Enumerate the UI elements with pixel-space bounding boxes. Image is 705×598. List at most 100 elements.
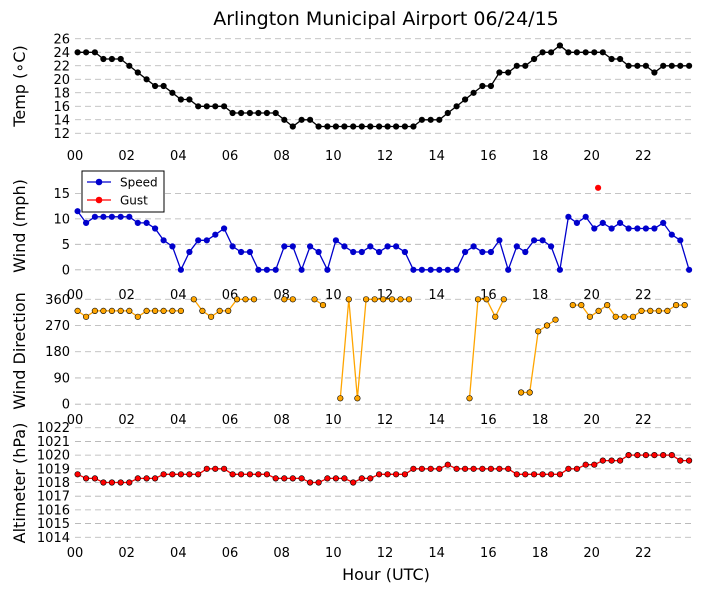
y-tick-label: 18 <box>53 86 70 101</box>
altimeter-point <box>479 465 486 472</box>
direction-point <box>354 395 361 402</box>
direction-point <box>500 296 507 303</box>
speed-point <box>660 219 667 226</box>
temp-point <box>212 103 219 110</box>
temp-point <box>384 123 391 130</box>
x-tick-label: 20 <box>583 149 600 164</box>
speed-point <box>608 225 615 232</box>
speed-line <box>77 210 690 273</box>
x-tick-label: 14 <box>428 149 445 164</box>
altimeter-point <box>281 475 288 482</box>
speed-point <box>651 225 658 232</box>
altimeter-point <box>186 471 193 478</box>
speed-point <box>272 266 279 273</box>
y-tick-label: 1022 <box>37 421 70 436</box>
temp-point <box>108 55 115 63</box>
temp-point <box>616 55 624 63</box>
temp-point <box>401 123 409 130</box>
direction-line <box>468 298 505 399</box>
speed-point <box>238 248 245 256</box>
x-tick-label: 12 <box>377 413 394 428</box>
direction-point <box>397 296 404 303</box>
direction-point <box>345 296 352 303</box>
y-tick-label: 1021 <box>37 435 70 450</box>
altimeter-point <box>462 465 469 472</box>
legend-entry: Speed <box>120 176 158 190</box>
altimeter-point <box>470 465 477 472</box>
altimeter-point <box>91 475 98 482</box>
direction-point <box>74 307 81 315</box>
speed-point <box>522 248 529 256</box>
temp-point <box>134 69 141 76</box>
direction-point <box>405 296 413 303</box>
temp-point <box>143 76 150 83</box>
direction-point <box>466 395 473 402</box>
x-tick-label: 02 <box>118 413 135 428</box>
temp-point <box>470 89 477 96</box>
direction-point <box>250 296 258 303</box>
y-tick-label: 360 <box>45 293 70 308</box>
altimeter-point <box>384 471 391 478</box>
speed-point <box>393 243 400 250</box>
altimeter-point <box>582 461 589 468</box>
temp-point <box>307 116 314 123</box>
y-tick-label: 26 <box>53 32 70 47</box>
altimeter-point <box>651 452 658 459</box>
temp-point <box>608 55 615 63</box>
temp-point <box>272 109 279 117</box>
speed-point <box>169 243 176 250</box>
x-tick-label: 04 <box>170 288 187 303</box>
temp-point <box>358 123 365 130</box>
legend-marker <box>95 178 103 186</box>
direction-point <box>152 307 159 315</box>
altimeter-point <box>685 457 693 464</box>
altimeter-point <box>427 465 434 472</box>
temp-point <box>376 123 383 130</box>
direction-point <box>242 296 249 303</box>
altimeter-point <box>307 479 314 486</box>
x-tick-label: 04 <box>170 546 187 561</box>
direction-point <box>225 307 232 315</box>
speed-point <box>221 225 228 232</box>
speed-point <box>556 266 564 273</box>
altimeter-point <box>505 465 512 472</box>
direction-point <box>535 328 542 335</box>
speed-point <box>530 237 538 244</box>
direction-point <box>100 307 107 315</box>
temp-point <box>556 42 564 49</box>
y-tick-label: 20 <box>53 73 70 88</box>
temp-point <box>289 123 296 130</box>
altimeter-point <box>117 479 124 486</box>
altimeter-point <box>530 471 538 478</box>
x-tick-label: 18 <box>532 149 549 164</box>
altimeter-point <box>436 465 443 472</box>
altimeter-point <box>315 479 322 486</box>
direction-point <box>177 307 184 315</box>
speed-point <box>634 225 641 232</box>
temp-point <box>238 109 245 117</box>
temp-point <box>668 62 675 69</box>
chart-title: Arlington Municipal Airport 06/24/15 <box>213 8 559 30</box>
direction-point <box>388 296 396 303</box>
temp-point <box>513 62 520 69</box>
altimeter-point <box>496 465 503 472</box>
altimeter-point <box>634 452 641 459</box>
speed-point <box>453 266 460 273</box>
direction-point <box>134 313 141 320</box>
speed-point <box>263 266 271 273</box>
temp-point <box>177 96 184 103</box>
temp-point <box>160 82 167 90</box>
altimeter-point <box>599 457 606 464</box>
altimeter-point <box>246 471 253 478</box>
direction-point <box>629 313 637 320</box>
direction-point <box>289 296 296 303</box>
direction-point <box>621 313 628 320</box>
direction-point <box>233 296 241 303</box>
direction-point <box>543 322 551 329</box>
direction-point <box>319 302 327 309</box>
x-tick-label: 18 <box>532 413 549 428</box>
direction-point <box>483 296 490 303</box>
speed-point <box>332 237 340 244</box>
